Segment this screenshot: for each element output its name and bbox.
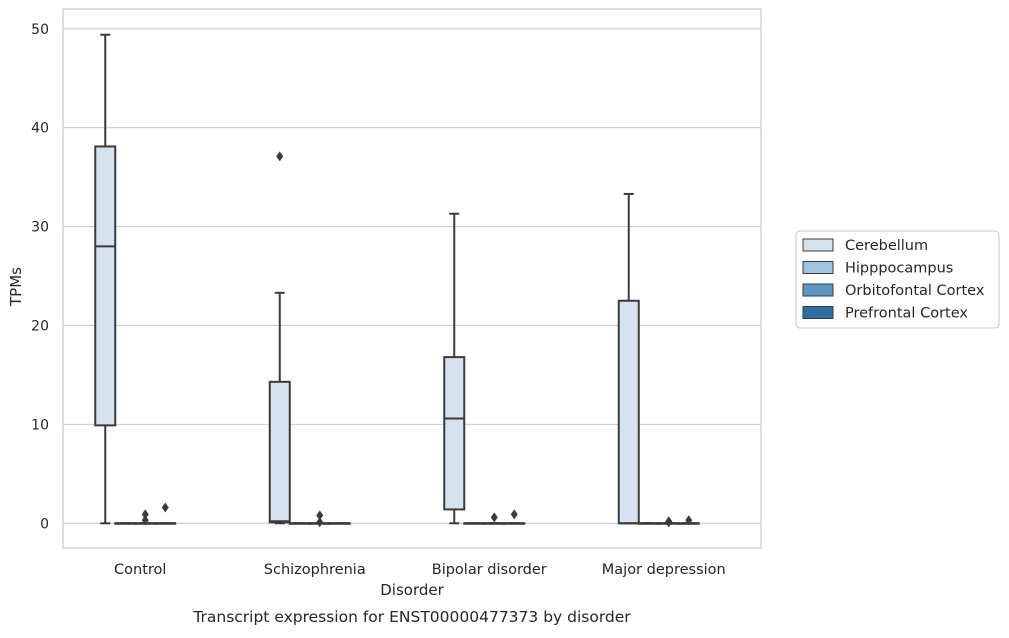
legend-swatch <box>802 261 834 274</box>
y-tick-label: 20 <box>31 318 49 334</box>
y-axis-label: TPMs <box>7 267 25 307</box>
legend: Cerebellum Hipppocampus Orbitofontal Corte… <box>795 230 1000 329</box>
y-ticks: 0 10 20 30 40 50 <box>31 22 49 532</box>
box-prefrontal-cortex <box>503 509 526 525</box>
outlier-point <box>490 512 498 523</box>
outlier-point <box>685 515 693 526</box>
legend-label: Hipppocampus <box>845 261 953 277</box>
box-hipppocampus <box>288 522 311 525</box>
box-hipppocampus <box>637 522 660 525</box>
outlier-point <box>316 510 324 521</box>
x-tick-label: Control <box>114 562 166 578</box>
box-hipppocampus <box>114 522 137 525</box>
box-orbitofontal-cortex <box>483 512 506 525</box>
legend-frame <box>795 230 1000 329</box>
boxes <box>94 33 700 528</box>
grid <box>63 28 761 524</box>
y-tick-label: 10 <box>31 417 49 433</box>
outlier-point <box>141 515 149 526</box>
box-body <box>94 145 117 427</box>
box-prefrontal-cortex <box>328 522 351 525</box>
legend-label: Prefrontal Cortex <box>845 306 968 322</box>
plot-frame <box>62 8 762 549</box>
outlier-point <box>665 516 673 527</box>
box-orbitofontal-cortex <box>134 509 157 526</box>
box-orbitofontal-cortex <box>657 516 680 528</box>
y-tick-label: 30 <box>31 220 49 236</box>
legend-swatch <box>802 238 834 252</box>
legend-swatch <box>802 283 834 297</box>
x-ticks: Control Schizophrenia Bipolar disorder Majo… <box>114 562 726 578</box>
x-tick-label: Schizophrenia <box>264 562 366 578</box>
box-body <box>443 356 466 511</box>
legend-label: Orbitofontal Cortex <box>845 283 985 299</box>
outlier-point <box>276 151 284 162</box>
y-tick-label: 0 <box>40 516 49 532</box>
box-body <box>617 299 640 525</box>
x-axis-label: Disorder <box>380 581 444 599</box>
y-tick-label: 50 <box>31 22 49 38</box>
outlier-point <box>141 509 149 520</box>
chart-title: Transcript expression for ENST0000047737… <box>192 608 631 626</box>
y-tick-label: 40 <box>31 121 49 137</box>
outlier-point <box>161 502 169 513</box>
x-tick-label: Major depression <box>602 562 726 578</box>
outlier-point <box>316 517 324 528</box>
x-tick-label: Bipolar disorder <box>432 562 547 578</box>
box-body <box>268 380 291 524</box>
legend-swatch <box>802 306 834 319</box>
box-hipppocampus <box>463 522 486 525</box>
box-orbitofontal-cortex <box>308 510 331 528</box>
outlier-point <box>510 509 518 520</box>
box-cerebellum <box>443 212 466 525</box>
box-prefrontal-cortex <box>154 502 177 525</box>
box-prefrontal-cortex <box>677 515 700 526</box>
legend-label: Cerebellum <box>845 238 928 254</box>
box-cerebellum <box>268 151 291 525</box>
box-cerebellum <box>617 192 640 525</box>
box-cerebellum <box>94 33 117 525</box>
